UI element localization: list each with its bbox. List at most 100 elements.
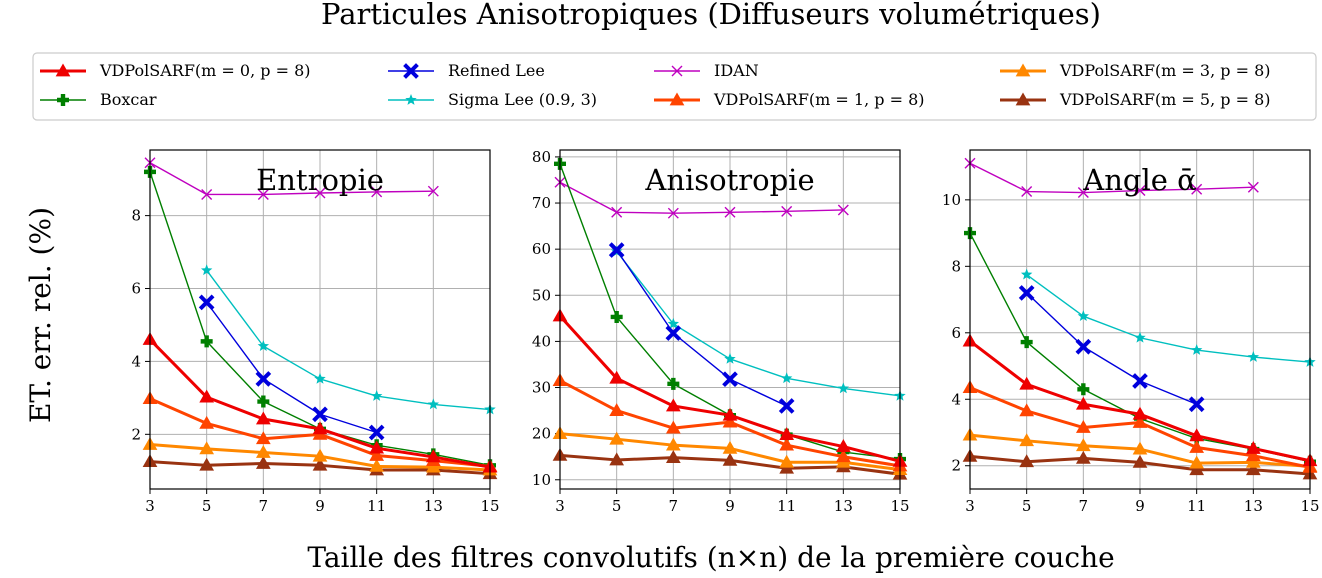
y-tick-label: 10 [942, 191, 961, 209]
y-tick-label: 60 [532, 240, 551, 258]
x-tick-label: 7 [669, 497, 679, 515]
data-point [610, 310, 623, 323]
data-point [1018, 285, 1035, 301]
series-group [142, 157, 498, 480]
x-tick-label: 5 [612, 497, 622, 515]
legend-marker [669, 92, 685, 106]
y-tick-label: 80 [532, 148, 551, 166]
legend-item-vdpolsarf-m-0-p-8: VDPolSARF(m = 0, p = 8) [40, 61, 311, 80]
data-point [724, 352, 736, 364]
data-point [314, 372, 326, 384]
data-point [257, 188, 269, 200]
data-point [312, 448, 328, 462]
subplot-title: Anisotropie [644, 163, 814, 197]
legend-marker [403, 63, 419, 79]
y-tick-label: 2 [131, 425, 141, 443]
subplot-entropie: 3 5 7 9 11 13 15 2 4 6 8 Entropie [131, 149, 500, 515]
data-point [1077, 383, 1090, 396]
data-point [369, 440, 385, 454]
x-tick-label: 15 [1300, 497, 1319, 515]
data-point [1075, 438, 1091, 452]
series-sigma-lee-0-9-3 [610, 245, 906, 401]
legend-label: Sigma Lee (0.9, 3) [448, 90, 597, 109]
legend-marker [57, 94, 69, 106]
series-line [206, 301, 377, 434]
data-point [1247, 351, 1260, 362]
x-tick-label: 9 [725, 497, 735, 515]
x-tick-label: 7 [1079, 497, 1089, 515]
y-tick-label: 70 [532, 194, 551, 212]
data-point [371, 186, 383, 198]
data-point [312, 406, 328, 423]
y-tick-label: 6 [131, 280, 141, 298]
x-tick-label: 9 [315, 497, 325, 515]
data-point [427, 185, 439, 197]
series-line [206, 269, 491, 411]
data-point [1245, 462, 1261, 476]
data-point [667, 377, 680, 390]
series-refined-lee [198, 294, 385, 441]
legend-label: Boxcar [100, 90, 157, 109]
data-point [667, 317, 680, 329]
data-point [1077, 310, 1090, 322]
series-sigma-lee-0-9-3 [1020, 268, 1316, 367]
x-tick-label: 7 [259, 497, 269, 515]
data-point [778, 398, 795, 414]
subplot-anisotropie: 3 5 7 9 11 13 15 10 20 30 40 50 60 70 80 Anisotropie [532, 148, 910, 515]
data-point [201, 188, 213, 200]
y-tick-label: 30 [532, 379, 551, 397]
data-point [665, 398, 681, 412]
data-point [609, 452, 625, 466]
data-point [368, 424, 385, 441]
subplot-title: Entropie [256, 163, 384, 197]
y-tick-label: 10 [532, 471, 551, 489]
data-point [255, 445, 271, 458]
series-line [149, 162, 434, 196]
figure-title: Particules Anisotropiques (Diffuseurs vo… [321, 0, 1101, 31]
axes-frame [559, 149, 901, 490]
data-point [724, 206, 736, 218]
data-point [781, 205, 793, 217]
series-line [616, 251, 901, 397]
x-tick-label: 3 [145, 497, 155, 515]
data-point [425, 459, 441, 473]
data-point [1189, 439, 1205, 453]
x-tick-label: 3 [965, 497, 975, 515]
data-point [722, 407, 738, 421]
x-tick-label: 5 [1022, 497, 1032, 515]
data-point [1019, 454, 1035, 468]
legend-label: IDAN [714, 61, 759, 80]
legend-label: VDPolSARF(m = 1, p = 8) [713, 90, 925, 109]
data-point [425, 449, 441, 463]
data-point [722, 452, 738, 466]
data-point [779, 454, 795, 468]
legend-item-vdpolsarf-m-3-p-8: VDPolSARF(m = 3, p = 8) [1000, 61, 1271, 80]
data-point [1021, 186, 1033, 198]
data-point [1245, 448, 1261, 462]
data-point [1247, 181, 1259, 193]
data-point [312, 421, 328, 435]
data-point [609, 403, 625, 416]
x-tick-label: 15 [890, 497, 909, 515]
legend-item-idan: IDAN [654, 61, 759, 80]
data-point [722, 414, 738, 428]
data-point [199, 389, 215, 403]
data-point [1189, 455, 1205, 469]
legend-item-boxcar: Boxcar [40, 90, 157, 109]
data-point [1191, 183, 1203, 195]
legend-label: VDPolSARF(m = 0, p = 8) [99, 61, 311, 80]
data-point [1245, 440, 1261, 454]
legend-item-vdpolsarf-m-1-p-8: VDPolSARF(m = 1, p = 8) [654, 90, 925, 109]
data-point [837, 204, 849, 216]
data-point [1019, 376, 1035, 390]
subplot-angle: 3 5 7 9 11 13 15 2 4 6 8 10 Angle ᾱ [942, 149, 1320, 515]
data-point [1188, 396, 1205, 413]
data-point [257, 340, 270, 351]
data-point [665, 437, 681, 451]
y-tick-label: 50 [532, 286, 551, 304]
x-tick-label: 11 [777, 497, 796, 515]
legend-marker [671, 65, 683, 77]
data-point [665, 450, 681, 464]
data-point [255, 431, 271, 445]
